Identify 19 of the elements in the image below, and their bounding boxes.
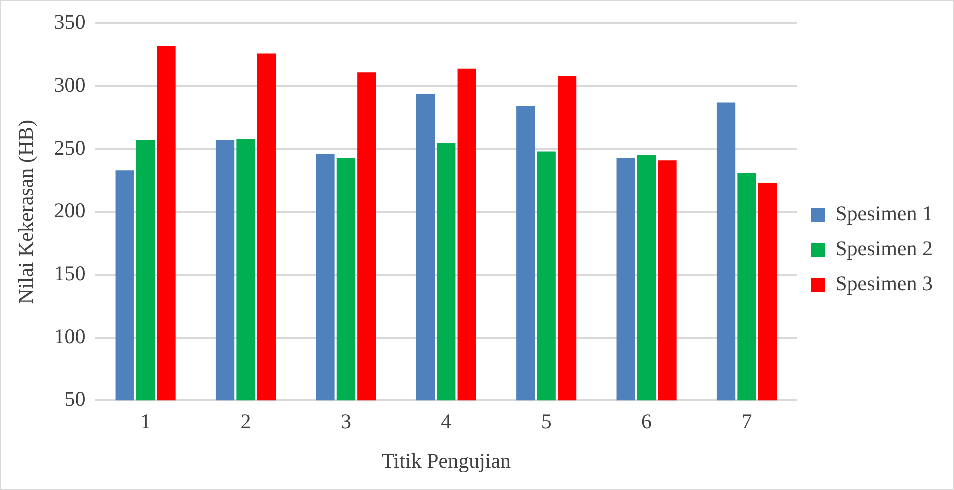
y-tick-label: 200 [54,198,86,223]
y-tick-label: 250 [54,136,86,160]
legend-label: Spesimen 2 [836,236,934,261]
y-tick-label: 150 [54,261,86,286]
y-tick-label: 300 [54,72,86,97]
x-tick-label: 3 [340,410,352,434]
x-tick-label: 2 [240,410,252,434]
x-tick-label: 6 [642,410,652,434]
legend-label: Spesimen 1 [836,202,934,226]
x-tick-label: 7 [742,410,752,434]
x-tick-label: 1 [140,410,152,434]
y-axis-title: Nilai Kekerasan (HB) [14,120,38,304]
x-tick-label: 5 [541,410,552,434]
y-tick-label: 100 [54,324,86,348]
x-tick-label: 4 [441,410,452,434]
x-axis-title: Titik Pengujian [382,448,512,473]
y-tick-label: 350 [54,10,86,34]
legend-label: Spesimen 3 [836,272,934,296]
y-tick-label: 50 [64,387,86,412]
